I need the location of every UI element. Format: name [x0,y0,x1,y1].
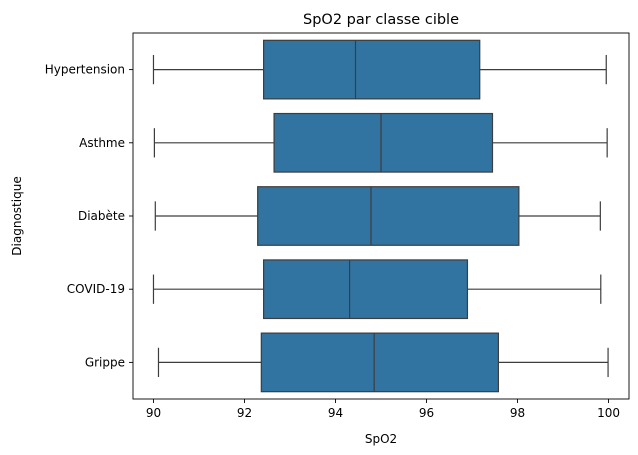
y-tick-label: Grippe [85,355,125,369]
x-tick-label: 92 [237,406,252,420]
box-group-1 [153,112,608,173]
iqr-box [257,186,520,246]
iqr-box [273,112,494,173]
y-tick-label: Hypertension [45,63,125,77]
iqr-box [262,39,481,100]
x-axis: 90 92 94 96 98 100 [146,399,620,420]
y-tick-label: Asthme [79,136,125,150]
box-group-3 [152,259,602,320]
y-tick-label: Diabète [78,209,125,223]
boxes-layer [152,39,609,393]
x-tick-label: 90 [146,406,161,420]
x-tick-label: 96 [419,406,434,420]
y-tick-label: COVID-19 [67,282,125,296]
box-group-2 [154,186,601,246]
iqr-box [260,332,500,393]
y-axis: Hypertension Asthme Diabète COVID-19 Grippe [45,63,133,369]
box-group-4 [157,332,609,393]
y-axis-title: Diagnostique [10,176,24,255]
iqr-box [262,259,469,320]
x-tick-label: 100 [597,406,620,420]
box-group-0 [152,39,607,100]
x-tick-label: 98 [510,406,525,420]
x-axis-title: SpO2 [365,432,397,446]
chart-title: SpO2 par classe cible [303,12,459,28]
x-tick-label: 94 [328,406,343,420]
